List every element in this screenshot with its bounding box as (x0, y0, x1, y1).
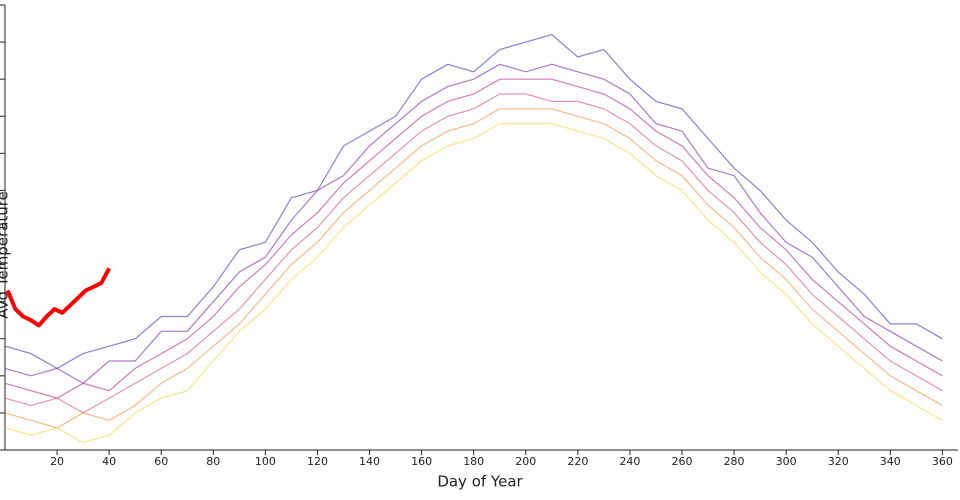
x-tick-label: 260 (671, 455, 692, 468)
x-tick-label: 20 (50, 455, 64, 468)
x-tick-label: 60 (154, 455, 168, 468)
x-tick-label: 320 (828, 455, 849, 468)
x-tick-label: 240 (619, 455, 640, 468)
x-tick-label: 120 (307, 455, 328, 468)
y-axis-title: Avg Temperature (0, 191, 12, 319)
series-line (4, 93, 943, 414)
series-line (4, 108, 943, 429)
x-tick-label: 80 (206, 455, 220, 468)
x-tick-label: 340 (880, 455, 901, 468)
x-tick-label: 280 (724, 455, 745, 468)
highlight-line (5, 267, 111, 328)
x-tick-label: 300 (776, 455, 797, 468)
x-tick-label: 220 (567, 455, 588, 468)
series-line (4, 78, 943, 399)
x-tick-label: 360 (932, 455, 953, 468)
x-tick-label: 100 (255, 455, 276, 468)
series-line (4, 123, 943, 444)
x-tick-label: 40 (102, 455, 116, 468)
x-tick-label: 180 (463, 455, 484, 468)
series-line (4, 34, 943, 370)
x-tick-label: 140 (359, 455, 380, 468)
x-tick-label: 200 (515, 455, 536, 468)
x-tick-label: 160 (411, 455, 432, 468)
series-line (4, 63, 943, 385)
x-axis-title: Day of Year (437, 473, 523, 491)
